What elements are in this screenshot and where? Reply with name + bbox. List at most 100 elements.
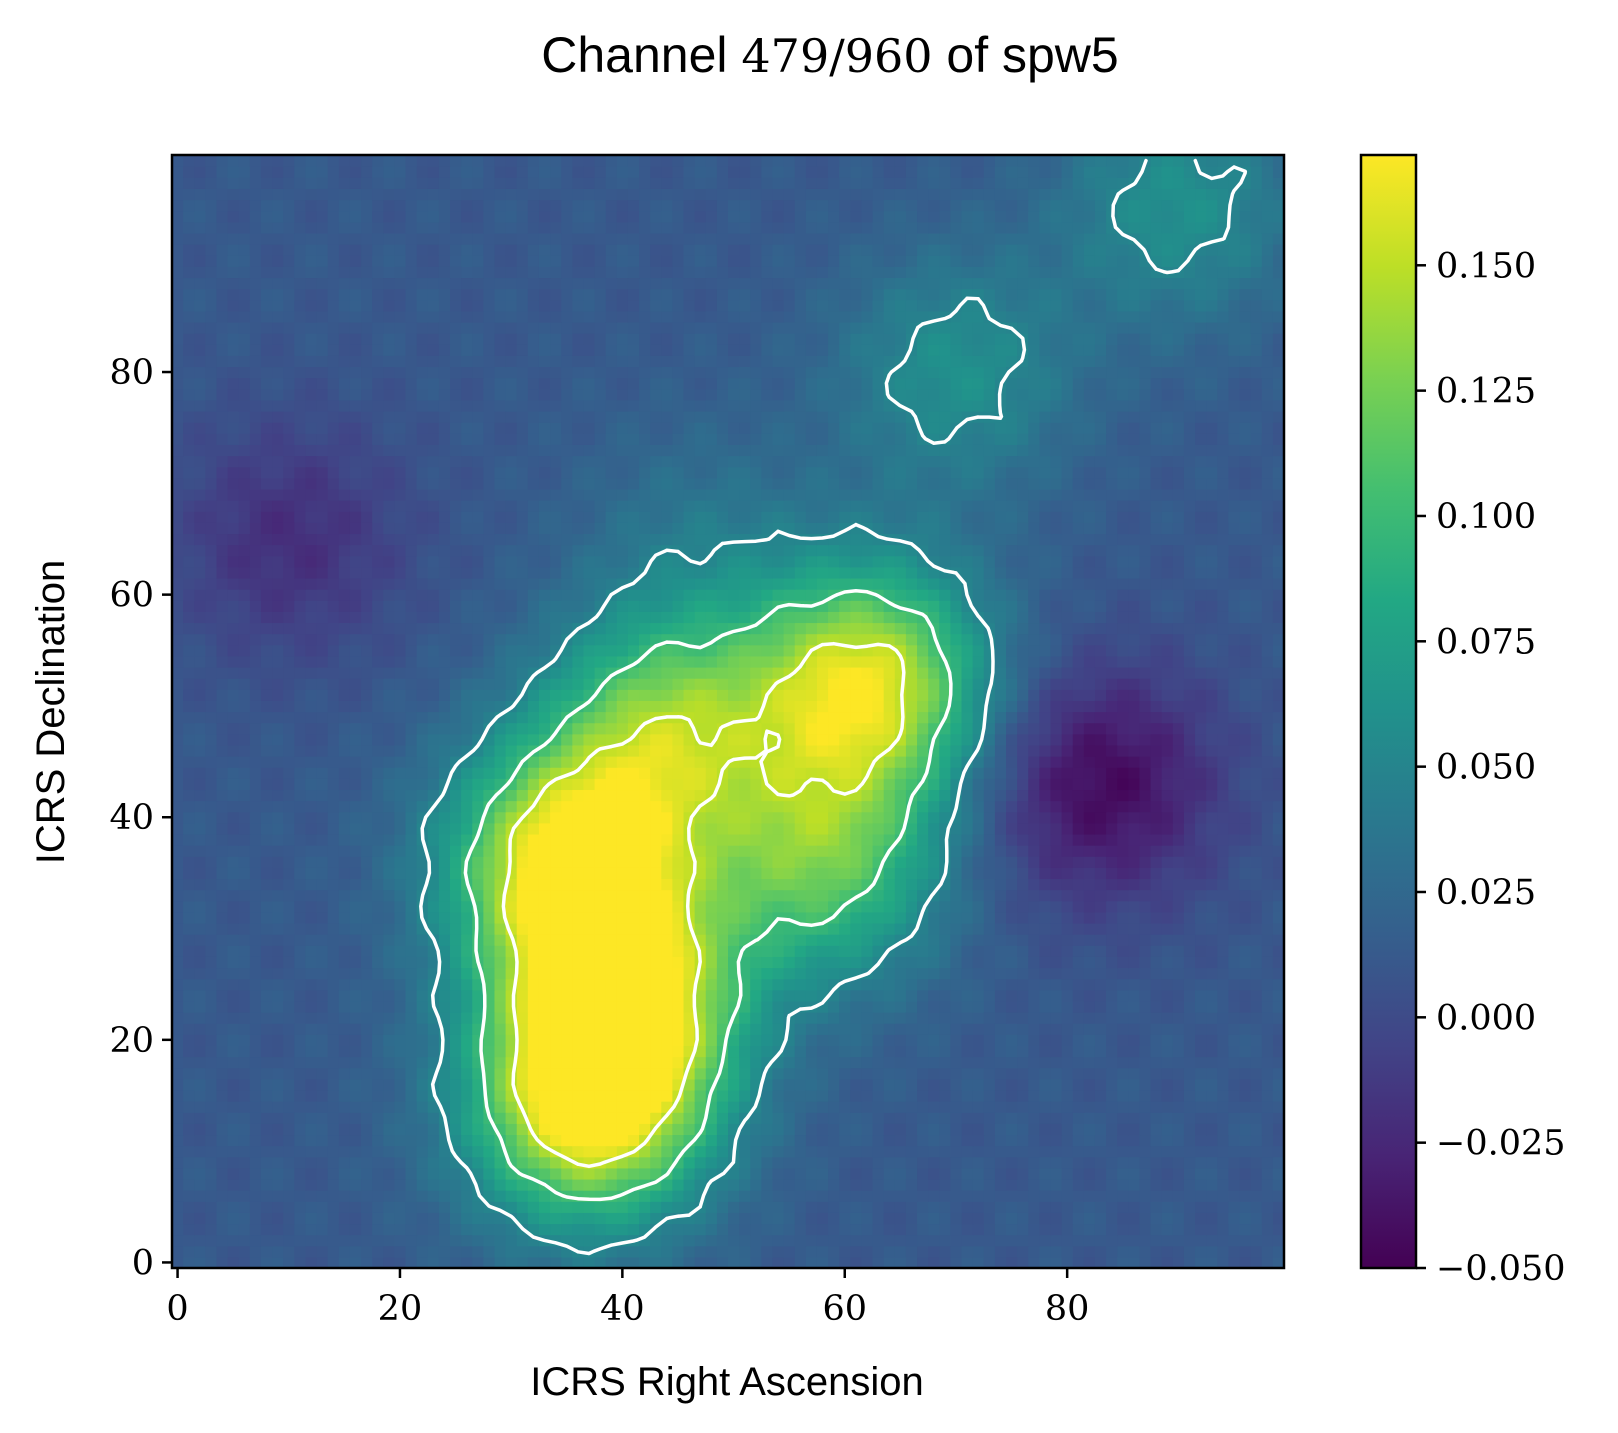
heatmap-cell [672, 1000, 685, 1013]
heatmap-cell [694, 1012, 707, 1024]
heatmap-cell [1150, 1156, 1163, 1169]
heatmap-cell [260, 822, 273, 835]
heatmap-cell [1117, 1067, 1129, 1080]
heatmap-cell [828, 1212, 840, 1225]
heatmap-cell [416, 1089, 429, 1102]
heatmap-cell [172, 922, 184, 935]
heatmap-cell [238, 922, 251, 935]
heatmap-cell [527, 1089, 540, 1102]
heatmap-cell [716, 811, 729, 824]
heatmap-cell [1050, 1056, 1063, 1069]
heatmap-cell [183, 789, 195, 802]
heatmap-cell [427, 822, 440, 835]
heatmap-cell [1195, 1101, 1207, 1113]
heatmap-cell [383, 1112, 395, 1124]
heatmap-cell [1006, 945, 1018, 957]
heatmap-cell [705, 711, 718, 724]
heatmap-cell [505, 1045, 518, 1058]
heatmap-cell [561, 833, 573, 846]
heatmap-cell [216, 1212, 229, 1225]
heatmap-cell [1206, 922, 1218, 935]
heatmap-cell [1161, 767, 1174, 779]
heatmap-cell [1039, 934, 1052, 946]
heatmap-cell [249, 1190, 262, 1202]
heatmap-cell [1094, 800, 1107, 813]
heatmap-cell [928, 833, 940, 846]
heatmap-cell [1272, 1089, 1285, 1102]
heatmap-cell [917, 1034, 929, 1046]
heatmap-cell [227, 1245, 240, 1258]
heatmap-cell [172, 744, 184, 757]
heatmap-cell [1094, 1167, 1107, 1180]
heatmap-cell [427, 1234, 440, 1247]
heatmap-cell [872, 811, 885, 824]
heatmap-cell [728, 878, 740, 891]
heatmap-cell [894, 833, 907, 846]
heatmap-cell [1183, 744, 1196, 757]
heatmap-cell [516, 1212, 529, 1225]
heatmap-cell [972, 1190, 985, 1202]
heatmap-cell [283, 800, 295, 813]
heatmap-cell [394, 1023, 407, 1035]
heatmap-cell [1061, 1034, 1074, 1046]
heatmap-cell [794, 867, 807, 880]
heatmap-cell [627, 733, 640, 746]
heatmap-cell [605, 845, 618, 857]
heatmap-cell [750, 722, 762, 735]
heatmap-cell [461, 900, 473, 913]
heatmap-cell [928, 1056, 940, 1069]
heatmap-cell [728, 778, 740, 791]
heatmap-cell [216, 1056, 229, 1069]
heatmap-cell [739, 1156, 751, 1169]
heatmap-cell [349, 967, 362, 980]
heatmap-cell [527, 978, 540, 991]
heatmap-cell [349, 1045, 362, 1058]
heatmap-cell [883, 1234, 896, 1247]
heatmap-cell [1028, 1245, 1040, 1258]
heatmap-cell [983, 1167, 996, 1180]
heatmap-cell [1195, 789, 1207, 802]
heatmap-cell [883, 911, 896, 924]
heatmap-cell [1094, 956, 1107, 969]
heatmap-cell [283, 845, 295, 857]
heatmap-cell [917, 956, 929, 969]
heatmap-cell [483, 1212, 496, 1225]
heatmap-cell [550, 789, 562, 802]
heatmap-cell [216, 1201, 229, 1213]
heatmap-cell [438, 756, 451, 768]
heatmap-cell [661, 1023, 673, 1035]
heatmap-cell [316, 1178, 329, 1191]
heatmap-cell [1206, 756, 1218, 768]
heatmap-cell [305, 922, 318, 935]
heatmap-cell [383, 934, 395, 946]
heatmap-cell [283, 978, 295, 991]
heatmap-cell [772, 1112, 785, 1124]
heatmap-cell [972, 1034, 985, 1046]
heatmap-cell [772, 1167, 785, 1180]
heatmap-cell [194, 1112, 206, 1124]
heatmap-cell [249, 1000, 262, 1013]
heatmap-cell [183, 1078, 195, 1091]
heatmap-cell [183, 1023, 195, 1035]
heatmap-cell [750, 945, 762, 957]
heatmap-cell [316, 1034, 329, 1046]
heatmap-cell [172, 867, 184, 880]
heatmap-cell [538, 1123, 551, 1136]
heatmap-cell [1195, 1023, 1207, 1035]
heatmap-cell [372, 767, 384, 779]
heatmap-cell [1050, 1112, 1063, 1124]
heatmap-cell [961, 1056, 974, 1069]
heatmap-cell [716, 1212, 729, 1225]
heatmap-cell [461, 811, 473, 824]
heatmap-cell [1139, 1012, 1152, 1024]
heatmap-cell [438, 856, 451, 868]
heatmap-cell [983, 856, 996, 868]
heatmap-cell [616, 733, 629, 746]
heatmap-cell [972, 956, 985, 969]
heatmap-cell [294, 1134, 307, 1147]
heatmap-cell [272, 1123, 284, 1136]
heatmap-cell [1172, 1212, 1185, 1225]
heatmap-cell [694, 733, 707, 746]
heatmap-cell [283, 767, 295, 779]
heatmap-cell [327, 744, 340, 757]
